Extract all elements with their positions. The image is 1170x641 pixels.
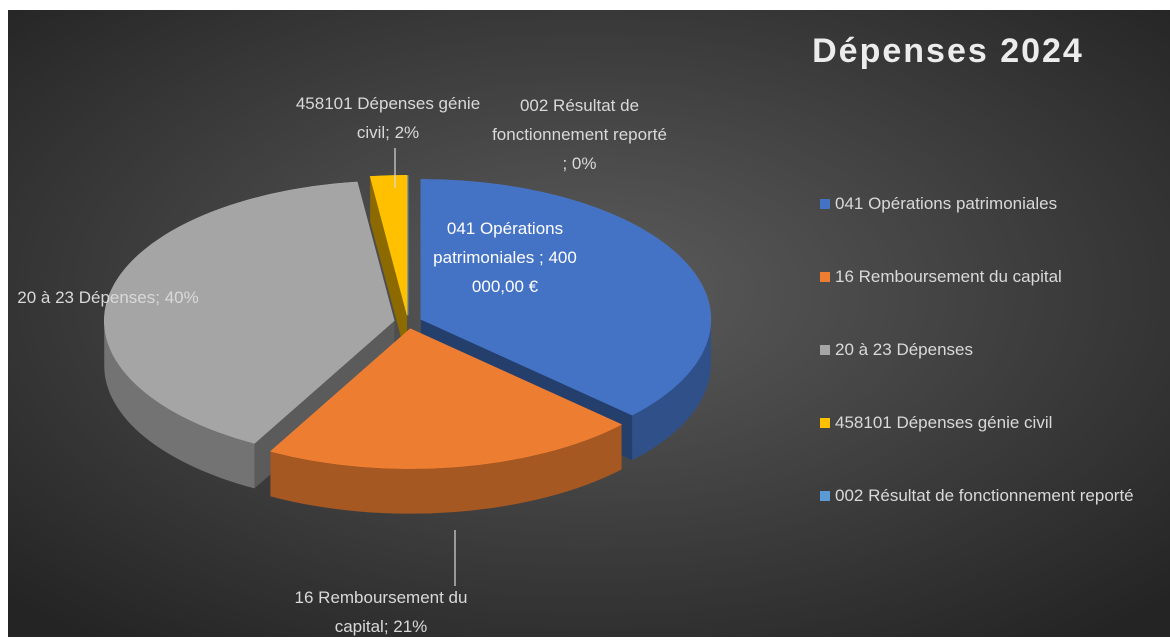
legend-swatch bbox=[820, 418, 830, 428]
chart-title: Dépenses 2024 bbox=[812, 32, 1084, 70]
legend-item: 002 Résultat de fonctionnement reporté bbox=[820, 482, 1170, 510]
legend-swatch bbox=[820, 272, 830, 282]
slice-side bbox=[104, 320, 255, 489]
slice-side bbox=[370, 176, 408, 361]
legend-label: 16 Remboursement du capital bbox=[835, 267, 1062, 286]
legend-label: 002 Résultat de fonctionnement reporté bbox=[835, 486, 1134, 505]
slice bbox=[369, 175, 408, 316]
slice bbox=[104, 181, 395, 444]
legend-swatch bbox=[820, 345, 830, 355]
pie bbox=[104, 148, 712, 586]
legend-swatch bbox=[820, 199, 830, 209]
legend-item: 458101 Dépenses génie civil bbox=[820, 409, 1170, 437]
legend-item: 041 Opérations patrimoniales bbox=[820, 190, 1170, 218]
slice-side bbox=[270, 424, 622, 514]
slice bbox=[269, 328, 623, 469]
legend-label: 458101 Dépenses génie civil bbox=[835, 413, 1053, 432]
data-label: 16 Remboursement du capital; 21% bbox=[294, 588, 468, 636]
legend-item: 16 Remboursement du capital bbox=[820, 263, 1170, 291]
legend-item: 20 à 23 Dépenses bbox=[820, 336, 1170, 364]
legend-label: 20 à 23 Dépenses bbox=[835, 340, 973, 359]
legend-swatch bbox=[820, 491, 830, 501]
data-label: 041 Opérations patrimoniales ; 400 000,0… bbox=[433, 219, 577, 296]
slice bbox=[420, 179, 712, 416]
data-label: 002 Résultat de fonctionnement reporté ;… bbox=[492, 96, 667, 173]
data-label: 20 à 23 Dépenses; 40% bbox=[17, 288, 199, 307]
chart bbox=[8, 10, 1170, 637]
chart-area: Dépenses 2024 041 Opérations patrimonial… bbox=[8, 10, 1170, 637]
legend-label: 041 Opérations patrimoniales bbox=[835, 194, 1058, 213]
data-label: 458101 Dépenses génie civil; 2% bbox=[295, 94, 481, 142]
